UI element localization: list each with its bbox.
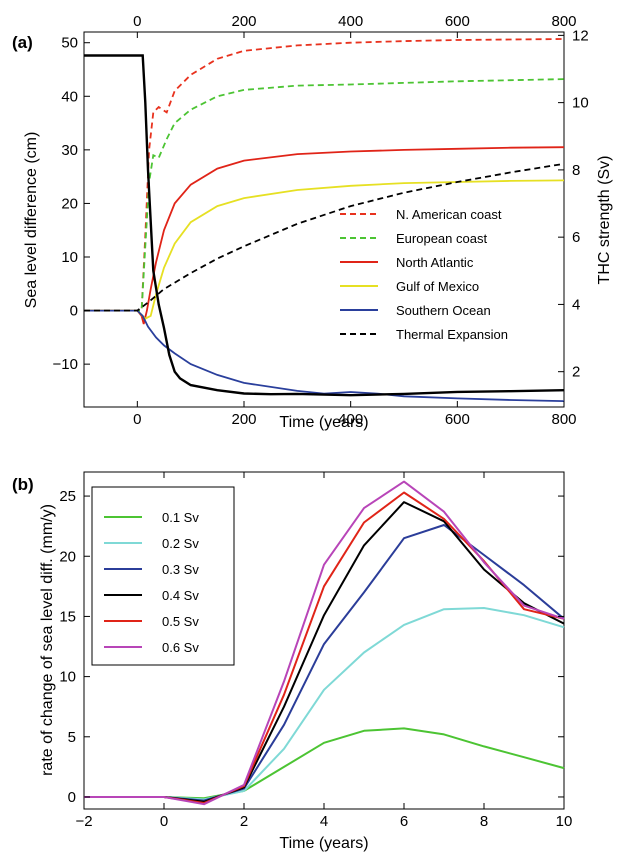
x-tick-label: 200 bbox=[231, 411, 256, 428]
y2-tick-label: 6 bbox=[572, 229, 580, 246]
x-top-tick-label: 400 bbox=[338, 13, 363, 30]
y-tick-label: 40 bbox=[61, 88, 78, 105]
panel-a-series bbox=[84, 38, 565, 402]
panel-a-legend: N. American coast European coast North Atl… bbox=[340, 207, 508, 342]
series-line-north-atlantic bbox=[84, 146, 565, 325]
y2-tick-label: 2 bbox=[572, 364, 580, 381]
legend-label-0-4-sv: 0.4 Sv bbox=[162, 588, 199, 603]
x-tick-label: 8 bbox=[480, 813, 488, 830]
y-tick-label: 25 bbox=[59, 488, 76, 505]
legend-label-0-6-sv: 0.6 Sv bbox=[162, 640, 199, 655]
y2-tick-label: 4 bbox=[572, 296, 580, 313]
panel-a-x-axis-label: Time (years) bbox=[279, 414, 368, 431]
y-tick-label: 20 bbox=[61, 195, 78, 212]
x-tick-label: 0 bbox=[160, 813, 168, 830]
panel-a: (a) 0 200 400 600 800 0 200 400 600 800 −10 0 10 20 30… bbox=[12, 13, 613, 431]
panel-b: (b) −2 0 2 4 6 8 10 0 5 10 15 20 25 Time (years) rat… bbox=[12, 471, 572, 852]
x-top-tick-label: 800 bbox=[551, 13, 576, 30]
series-line-southern-ocean bbox=[84, 309, 565, 402]
panel-b-y-axis-label: rate of change of sea level diff. (mm/y) bbox=[39, 504, 56, 776]
series-line-european-coast bbox=[84, 78, 565, 312]
x-tick-label: 800 bbox=[551, 411, 576, 428]
series-line-thermal-expansion bbox=[84, 162, 565, 312]
legend-label-european-coast: European coast bbox=[396, 231, 487, 246]
legend-label-southern-ocean: Southern Ocean bbox=[396, 303, 491, 318]
series-line-thc-strength bbox=[84, 54, 565, 397]
panel-a-ticks: 0 200 400 600 800 0 200 400 600 800 −10 0 10 20 30 40 50… bbox=[53, 13, 589, 428]
x-top-tick-label: 200 bbox=[231, 13, 256, 30]
legend-label-0-1-sv: 0.1 Sv bbox=[162, 510, 199, 525]
y-tick-label: 50 bbox=[61, 35, 78, 52]
x-tick-label: 0 bbox=[133, 411, 141, 428]
legend-label-0-2-sv: 0.2 Sv bbox=[162, 536, 199, 551]
series-line-gulf-of-mexico bbox=[84, 179, 565, 320]
legend-label-0-3-sv: 0.3 Sv bbox=[162, 562, 199, 577]
y2-tick-label: 10 bbox=[572, 95, 589, 112]
x-tick-label: 10 bbox=[556, 813, 573, 830]
y-tick-label: 20 bbox=[59, 548, 76, 565]
y-tick-label: 0 bbox=[68, 789, 76, 806]
x-top-tick-label: 0 bbox=[133, 13, 141, 30]
y2-tick-label: 8 bbox=[572, 162, 580, 179]
y-tick-label: −10 bbox=[53, 356, 78, 373]
panel-b-x-axis-label: Time (years) bbox=[279, 835, 368, 852]
panel-a-y2-axis-label: THC strength (Sv) bbox=[596, 156, 613, 285]
series-line-0-6-sv bbox=[84, 480, 565, 806]
panel-a-label: (a) bbox=[12, 33, 33, 52]
x-tick-label: 2 bbox=[240, 813, 248, 830]
x-top-tick-label: 600 bbox=[445, 13, 470, 30]
x-tick-label: 6 bbox=[400, 813, 408, 830]
x-tick-label: 4 bbox=[320, 813, 328, 830]
y-tick-label: 15 bbox=[59, 608, 76, 625]
legend-label-gulf-of-mexico: Gulf of Mexico bbox=[396, 279, 479, 294]
legend-label-n-american-coast: N. American coast bbox=[396, 207, 502, 222]
legend-label-0-5-sv: 0.5 Sv bbox=[162, 614, 199, 629]
panel-b-legend: 0.1 Sv 0.2 Sv 0.3 Sv 0.4 Sv 0.5 Sv 0.6 Sv bbox=[91, 486, 235, 666]
y2-tick-label: 12 bbox=[572, 27, 589, 44]
panel-a-y-axis-label: Sea level difference (cm) bbox=[23, 132, 40, 309]
y-tick-label: 0 bbox=[70, 303, 78, 320]
y-tick-label: 5 bbox=[68, 729, 76, 746]
x-tick-label: 600 bbox=[445, 411, 470, 428]
legend-label-thermal-expansion: Thermal Expansion bbox=[396, 327, 508, 342]
legend-label-north-atlantic: North Atlantic bbox=[396, 255, 474, 270]
x-tick-label: −2 bbox=[75, 813, 92, 830]
panel-b-label: (b) bbox=[12, 475, 34, 494]
x-tick-label: 400 bbox=[338, 411, 363, 428]
y-tick-label: 10 bbox=[59, 669, 76, 686]
panel-b-series bbox=[84, 480, 565, 806]
panel-b-ticks: −2 0 2 4 6 8 10 0 5 10 15 20 25 bbox=[59, 472, 572, 830]
y-tick-label: 30 bbox=[61, 142, 78, 159]
y-tick-label: 10 bbox=[61, 249, 78, 266]
